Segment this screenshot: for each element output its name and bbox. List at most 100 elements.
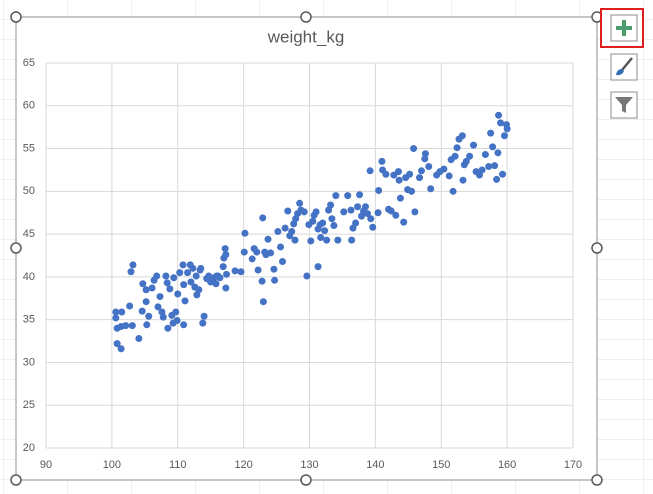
chart-title: weight_kg	[267, 27, 345, 46]
point	[187, 278, 195, 286]
point	[344, 192, 352, 200]
chart-styles-button[interactable]	[610, 53, 638, 81]
point	[219, 263, 227, 271]
point	[118, 308, 126, 316]
y-tick-label: 50	[23, 185, 35, 197]
point	[307, 237, 315, 245]
point	[162, 272, 170, 280]
point	[197, 264, 205, 272]
point	[323, 236, 331, 244]
point	[332, 192, 340, 200]
point	[254, 266, 262, 274]
point	[334, 236, 342, 244]
point	[274, 228, 282, 236]
plot-area: 20 25 30 35 40 45 50 55 60 65 90 100 110 120 130 140 150…	[23, 57, 582, 471]
handle[interactable]	[300, 11, 312, 23]
handle[interactable]	[10, 242, 22, 254]
handle[interactable]	[10, 474, 22, 486]
point	[417, 167, 425, 175]
point	[406, 170, 414, 178]
point	[330, 222, 338, 230]
point	[222, 270, 230, 278]
point	[138, 307, 146, 315]
point	[284, 207, 292, 215]
point	[499, 170, 507, 178]
point	[347, 206, 355, 214]
chart-elements-button[interactable]	[600, 8, 644, 48]
chart-area[interactable]	[15, 16, 598, 481]
point	[317, 234, 325, 242]
point	[135, 334, 143, 342]
y-tick-label: 25	[23, 399, 35, 411]
x-tick-label: 130	[300, 459, 318, 471]
point	[267, 249, 275, 257]
point	[459, 176, 467, 184]
point	[259, 214, 267, 222]
point	[495, 111, 503, 119]
point	[375, 186, 383, 194]
handle[interactable]	[300, 474, 312, 486]
point	[396, 194, 404, 202]
point	[361, 203, 369, 211]
point	[221, 245, 229, 253]
point	[179, 261, 187, 269]
point	[296, 199, 304, 207]
point	[291, 236, 299, 244]
point	[281, 224, 289, 232]
point	[184, 269, 192, 277]
handle[interactable]	[591, 474, 603, 486]
x-tick-label: 170	[564, 459, 582, 471]
point	[500, 132, 508, 140]
y-tick-label: 35	[23, 314, 35, 326]
point	[478, 166, 486, 174]
point	[163, 279, 171, 287]
point	[180, 281, 188, 289]
point	[264, 235, 272, 243]
point	[466, 152, 474, 160]
handle[interactable]	[10, 11, 22, 23]
handle[interactable]	[591, 242, 603, 254]
point	[205, 272, 213, 280]
point	[240, 248, 248, 256]
y-tick-label: 40	[23, 271, 35, 283]
y-tick-label: 55	[23, 142, 35, 154]
point	[309, 217, 317, 225]
y-tick-label: 45	[23, 228, 35, 240]
x-tick-label: 100	[103, 459, 121, 471]
point	[189, 264, 197, 272]
point	[173, 317, 181, 325]
point	[153, 272, 161, 280]
point	[416, 174, 424, 182]
point	[200, 312, 208, 320]
point	[366, 167, 374, 175]
point	[174, 290, 182, 298]
point	[497, 119, 505, 127]
point	[253, 248, 261, 256]
point	[199, 319, 207, 327]
chart-filters-button[interactable]	[610, 91, 638, 119]
x-tick-label: 110	[169, 459, 187, 471]
point	[367, 215, 375, 223]
point	[462, 157, 470, 165]
point	[408, 187, 416, 195]
point	[392, 211, 400, 219]
point	[259, 298, 267, 306]
point	[156, 293, 164, 301]
point	[166, 285, 174, 293]
point	[458, 132, 466, 140]
point	[348, 236, 356, 244]
point	[445, 172, 453, 180]
point	[453, 144, 461, 152]
point	[427, 185, 435, 193]
point	[312, 208, 320, 216]
point	[278, 257, 286, 265]
point	[449, 187, 457, 195]
point	[425, 163, 433, 171]
point	[493, 175, 501, 183]
point	[319, 219, 327, 227]
point	[352, 219, 360, 227]
x-tick-label: 150	[432, 459, 450, 471]
point	[356, 191, 364, 199]
